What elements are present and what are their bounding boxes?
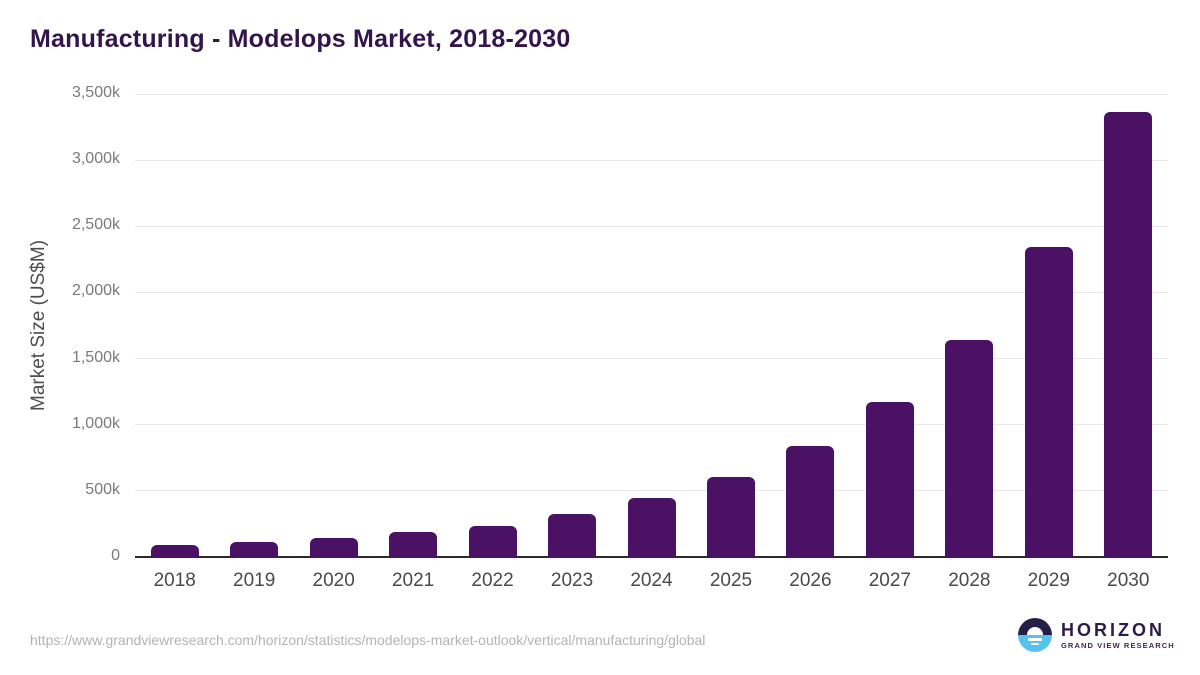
gridline (135, 490, 1168, 492)
horizon-sun-icon (1018, 618, 1052, 652)
x-tick-label: 2023 (550, 570, 594, 591)
y-tick-label: 1,500k (71, 348, 120, 366)
y-tick-label: 3,000k (71, 150, 120, 168)
y-tick-label: 0 (111, 547, 120, 564)
bar-2018[interactable] (150, 545, 199, 557)
sun-reflection-line (1031, 643, 1039, 645)
bar-2030[interactable] (1104, 112, 1153, 557)
bar-2024[interactable] (627, 498, 676, 557)
y-tick-label: 3,500k (71, 84, 120, 101)
bar-2025[interactable] (706, 477, 755, 557)
horizon-logo: HORIZON GRAND VIEW RESEARCH (1018, 618, 1175, 652)
gridline (135, 358, 1168, 360)
x-tick-label: 2027 (868, 570, 912, 591)
gridline (135, 159, 1168, 161)
y-tick-label: 500k (85, 480, 120, 498)
x-tick-label: 2024 (630, 570, 673, 591)
x-tick-label: 2020 (312, 570, 355, 591)
y-tick-label: 1,000k (71, 414, 120, 432)
x-tick-label: 2028 (948, 570, 991, 591)
x-tick-label: 2030 (1107, 570, 1150, 591)
gridline (135, 291, 1168, 293)
y-tick-label: 2,000k (71, 282, 120, 300)
logo-text: HORIZON GRAND VIEW RESEARCH (1061, 620, 1175, 650)
x-tick-label: 2029 (1027, 570, 1070, 591)
bar-2028[interactable] (945, 340, 994, 557)
y-tick-label: 2,500k (71, 216, 120, 234)
bar-2027[interactable] (865, 402, 914, 557)
x-tick-label: 2018 (153, 570, 196, 591)
bar-2026[interactable] (786, 446, 835, 557)
bar-2021[interactable] (389, 532, 438, 557)
bar-2020[interactable] (309, 538, 358, 557)
x-axis-line (135, 556, 1168, 558)
x-tick-label: 2026 (789, 570, 832, 591)
sun-reflection-line (1028, 638, 1042, 641)
x-tick-label: 2022 (471, 570, 514, 591)
sun-glyph (1027, 627, 1043, 635)
bar-2023[interactable] (548, 514, 597, 557)
source-url: https://www.grandviewresearch.com/horizo… (30, 632, 706, 648)
bar-2019[interactable] (230, 542, 279, 557)
x-tick-label: 2025 (709, 570, 753, 591)
chart-title: Manufacturing - Modelops Market, 2018-20… (30, 25, 571, 53)
gridline (135, 225, 1168, 227)
x-tick-label: 2019 (233, 570, 276, 591)
gridline (135, 424, 1168, 426)
logo-subtitle: GRAND VIEW RESEARCH (1061, 641, 1175, 650)
bar-2022[interactable] (468, 526, 517, 557)
logo-wordmark: HORIZON (1061, 620, 1165, 640)
gridline (135, 93, 1168, 95)
bar-2029[interactable] (1024, 247, 1073, 557)
x-tick-label: 2021 (391, 570, 435, 591)
